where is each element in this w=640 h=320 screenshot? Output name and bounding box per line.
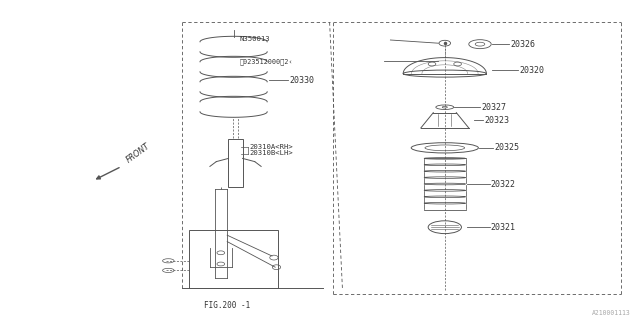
- Text: 20320: 20320: [520, 66, 545, 75]
- Text: 20323: 20323: [484, 116, 509, 125]
- Text: 20310B<LH>: 20310B<LH>: [250, 150, 293, 156]
- Text: N350013: N350013: [240, 36, 271, 42]
- Text: 20322: 20322: [491, 180, 516, 188]
- Text: A210001113: A210001113: [591, 310, 630, 316]
- Text: 20330: 20330: [290, 76, 315, 84]
- Bar: [228, 139, 243, 187]
- Text: ⓝ023512000‸2‹: ⓝ023512000‸2‹: [240, 58, 294, 65]
- Text: FIG.200 -1: FIG.200 -1: [204, 301, 250, 310]
- Text: FRONT: FRONT: [125, 142, 152, 165]
- Text: 20310A<RH>: 20310A<RH>: [250, 144, 293, 149]
- Text: 20325: 20325: [494, 143, 519, 152]
- Text: 20327: 20327: [481, 103, 506, 112]
- Bar: [189, 230, 278, 288]
- Text: 20321: 20321: [491, 223, 516, 232]
- Text: 20326: 20326: [510, 40, 535, 49]
